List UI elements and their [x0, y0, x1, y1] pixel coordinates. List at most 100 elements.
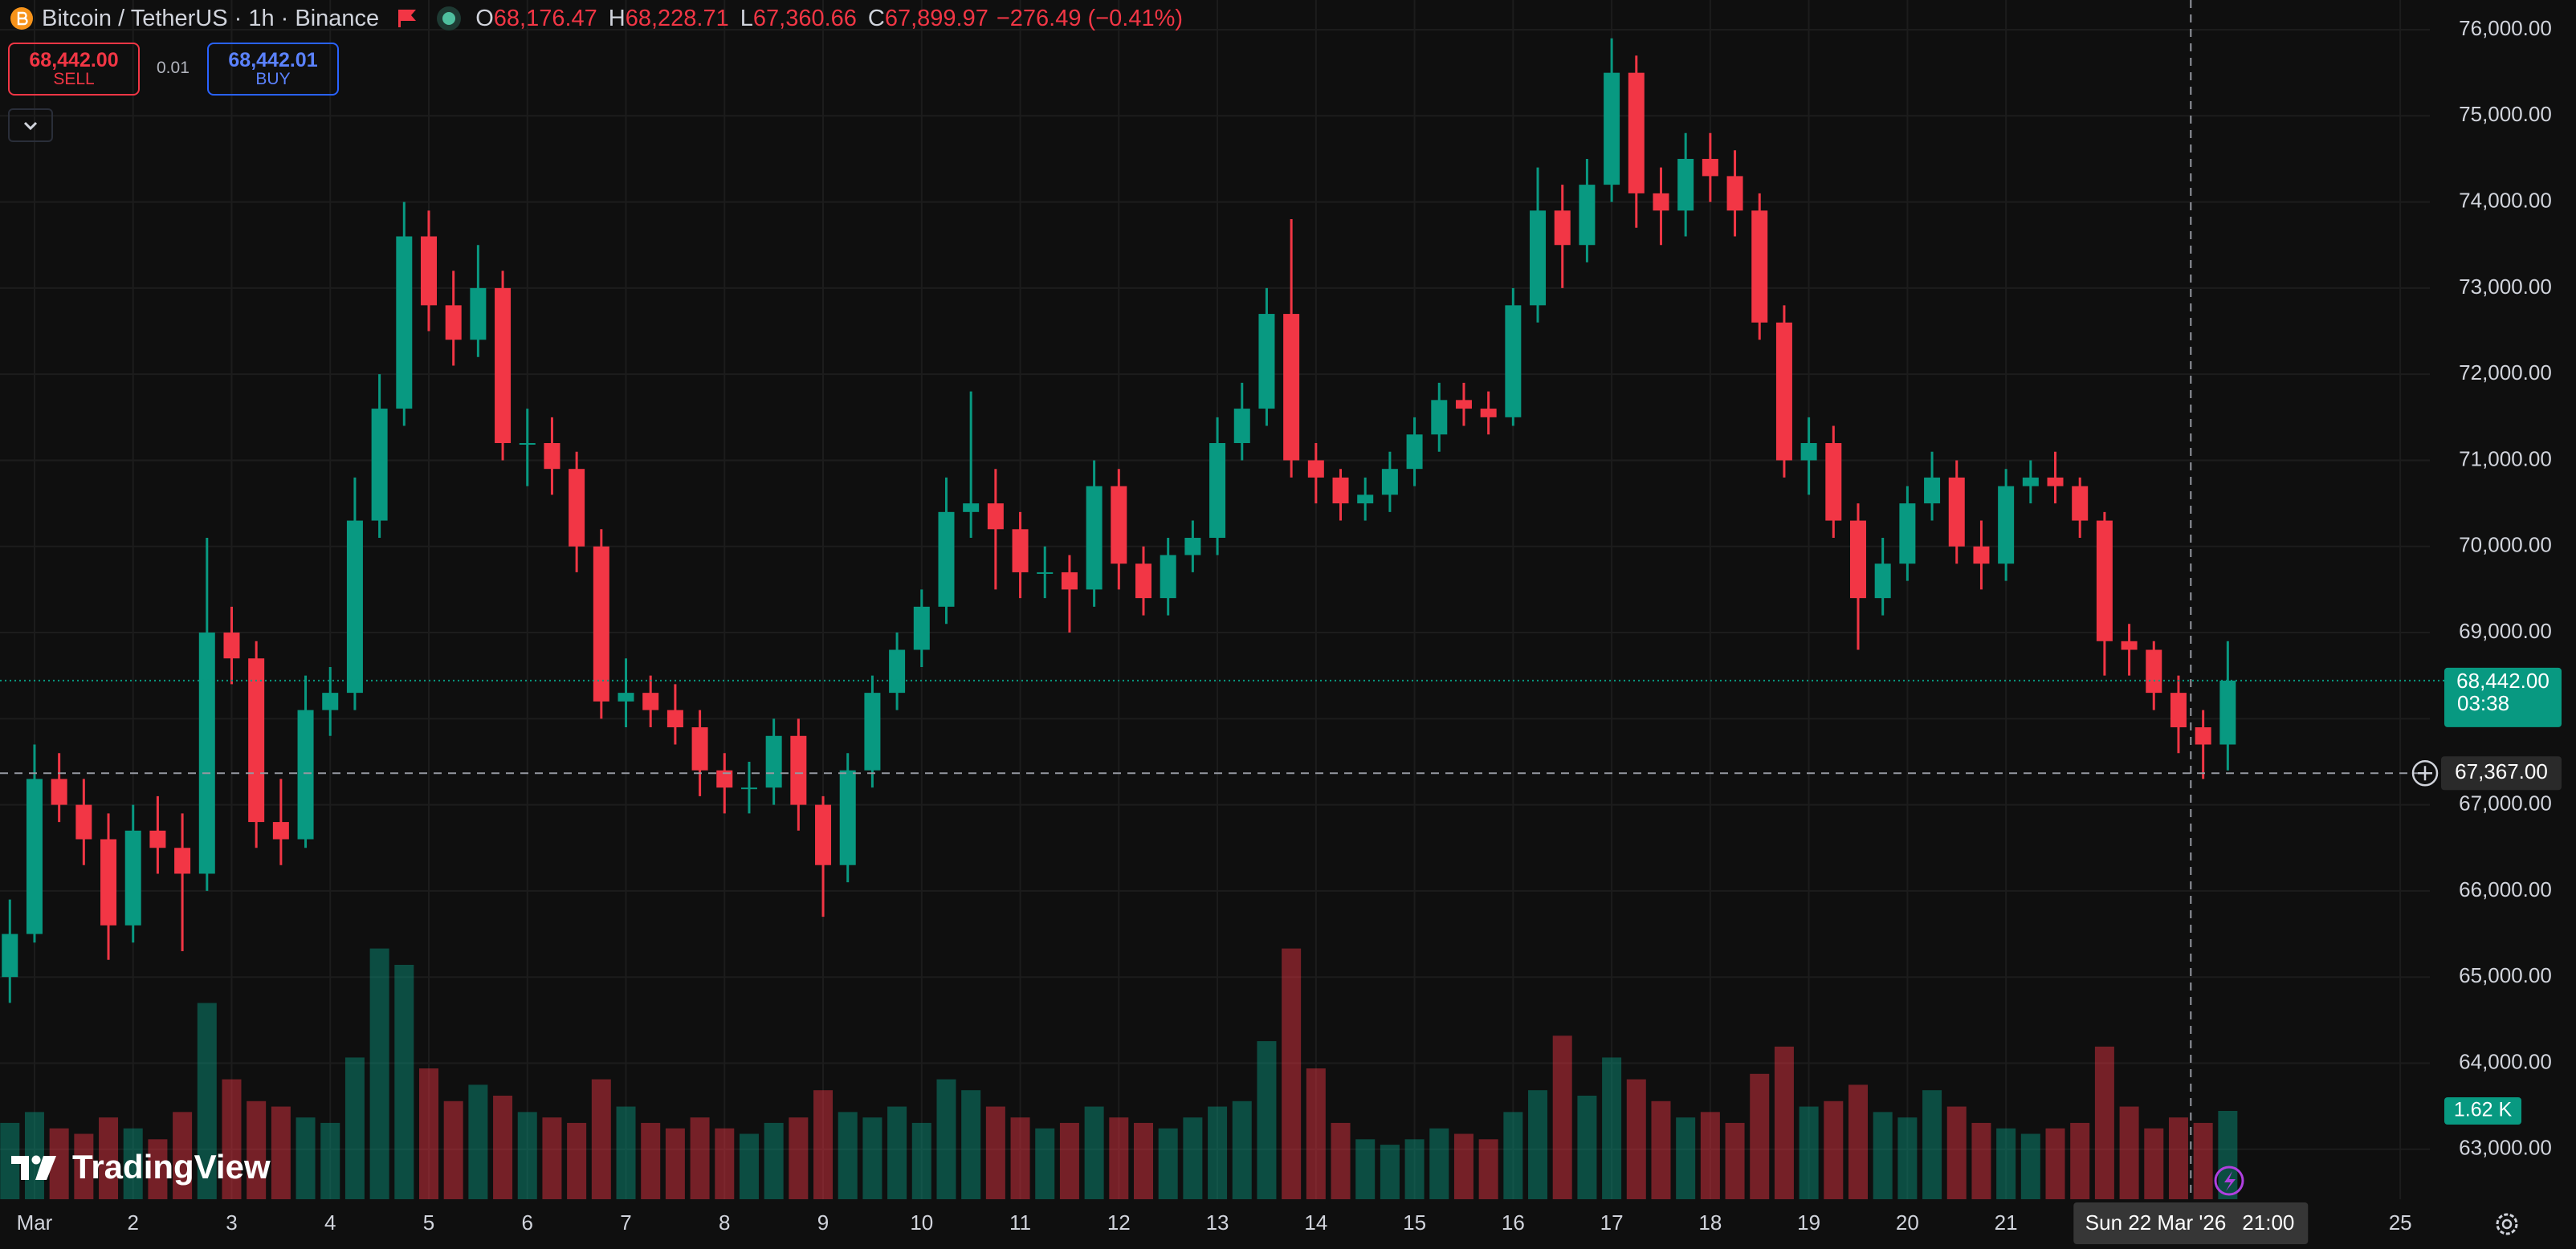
y-tick-label: 73,000.00: [2459, 275, 2552, 299]
candle-body: [1874, 563, 1891, 599]
candle-body: [1924, 477, 1941, 504]
volume-bar: [419, 1068, 438, 1199]
volume-bar: [148, 1139, 168, 1199]
x-tick-label: 11: [1009, 1210, 1031, 1235]
volume-bar: [739, 1133, 759, 1199]
volume-bar: [985, 1106, 1005, 1199]
settings-icon-core: [2501, 1218, 2513, 1230]
volume-bar: [468, 1084, 488, 1199]
volume-bar: [1380, 1145, 1400, 1199]
flag-icon[interactable]: [395, 6, 419, 31]
volume-bar: [394, 964, 414, 1199]
volume-bar: [1922, 1090, 1942, 1199]
lightning-icon[interactable]: [2214, 1166, 2244, 1196]
ohlc-value: 68,228.71: [625, 5, 729, 31]
candle-body: [421, 236, 437, 306]
candle-body: [2, 934, 18, 978]
symbol[interactable]: Bitcoin / TetherUS · 1h · Binance: [42, 5, 380, 31]
volume-bar: [99, 1117, 119, 1199]
candle-body: [1037, 572, 1054, 574]
buy-price: 68,442.01: [228, 48, 318, 71]
volume-bar: [1503, 1112, 1523, 1199]
buy-button[interactable]: 68,442.01 BUY: [207, 43, 339, 96]
ohlc-item: C67,899.97: [868, 6, 988, 32]
chevron-icon: [23, 121, 38, 131]
countdown: 03:38: [2457, 691, 2509, 715]
volume-bar: [1725, 1122, 1745, 1199]
x-tick-label: 6: [522, 1210, 533, 1235]
volume-bar: [1429, 1128, 1449, 1199]
candle-body: [2022, 477, 2039, 486]
y-tick-label: 65,000.00: [2459, 963, 2552, 987]
volume-bar: [1774, 1046, 1794, 1199]
candle-body: [124, 830, 141, 926]
candle-body: [174, 848, 191, 874]
candle-body: [569, 469, 585, 547]
candle-body: [2146, 649, 2162, 694]
candle-body: [1751, 210, 1768, 323]
candle-body: [26, 779, 43, 934]
candle-body: [938, 511, 955, 607]
x-tick-label: 17: [1600, 1210, 1624, 1235]
candle-body: [1899, 503, 1916, 564]
candle-body: [495, 287, 512, 444]
volume-bar: [665, 1128, 685, 1199]
candle-body: [987, 503, 1004, 530]
candle-body: [765, 735, 782, 788]
x-tick-label: 5: [423, 1210, 434, 1235]
ohlc-item: O68,176.47: [475, 6, 597, 32]
ohlc-value: 68,176.47: [493, 5, 597, 31]
volume-bar: [1478, 1139, 1498, 1199]
candle-body: [666, 710, 683, 728]
status-dot[interactable]: [435, 5, 463, 32]
y-tick-label: 63,000.00: [2459, 1136, 2552, 1160]
ohlc-values: O68,176.47 H68,228.71 L67,360.66 C67,899.97: [475, 6, 988, 32]
settings-icon[interactable]: [2496, 1213, 2518, 1235]
volume-bar: [1134, 1122, 1153, 1199]
collapse-button[interactable]: [8, 108, 53, 142]
crosshair-price-tag: [2441, 756, 2562, 791]
x-tick-label: 14: [1304, 1210, 1327, 1235]
candle-body: [1628, 72, 1645, 193]
volume-bar: [1897, 1117, 1918, 1199]
volume-tag-label: 1.62 K: [2454, 1099, 2513, 1121]
last-price-label: 68,442.00: [2456, 669, 2550, 693]
buy-label: BUY: [255, 70, 291, 89]
volume-bar: [1059, 1122, 1079, 1199]
y-tick-label: 67,000.00: [2459, 791, 2552, 815]
volume-bar: [1109, 1117, 1129, 1199]
x-tick-label: 2: [127, 1210, 138, 1235]
lightning-bolt: [2224, 1171, 2236, 1191]
candle-body: [2072, 486, 2089, 521]
candle-body: [1283, 314, 1300, 461]
sell-button[interactable]: 68,442.00 SELL: [8, 43, 140, 96]
candle-body: [1825, 443, 1842, 521]
volume-bar: [2193, 1122, 2213, 1199]
candle-body: [1184, 538, 1201, 555]
candle-body: [396, 236, 413, 409]
candle-body: [1111, 486, 1127, 564]
candle-body: [1998, 486, 2015, 564]
y-tick-label: 71,000.00: [2459, 446, 2552, 470]
volume-bar: [1626, 1079, 1646, 1199]
volume-bar: [1035, 1128, 1055, 1199]
candle-body: [346, 520, 363, 694]
add-alert-icon[interactable]: [2411, 759, 2439, 787]
volume-bar: [1996, 1128, 2016, 1199]
volume-bar: [517, 1112, 537, 1199]
x-tick-label: 7: [620, 1210, 631, 1235]
x-tick-label: 12: [1107, 1210, 1131, 1235]
candle-body: [223, 633, 240, 659]
candle-body: [889, 649, 906, 694]
volume-bar: [369, 948, 389, 1199]
tradingview-logo[interactable]: TradingView: [11, 1148, 271, 1186]
crosshair-clock: 21:00: [2242, 1210, 2294, 1235]
ohlc-value: 67,899.97: [884, 5, 988, 31]
candle-body: [51, 779, 67, 805]
volume-bar: [2119, 1106, 2139, 1199]
candle-body: [1677, 158, 1694, 211]
candle-body: [445, 305, 462, 340]
candle-body: [1455, 400, 1472, 409]
